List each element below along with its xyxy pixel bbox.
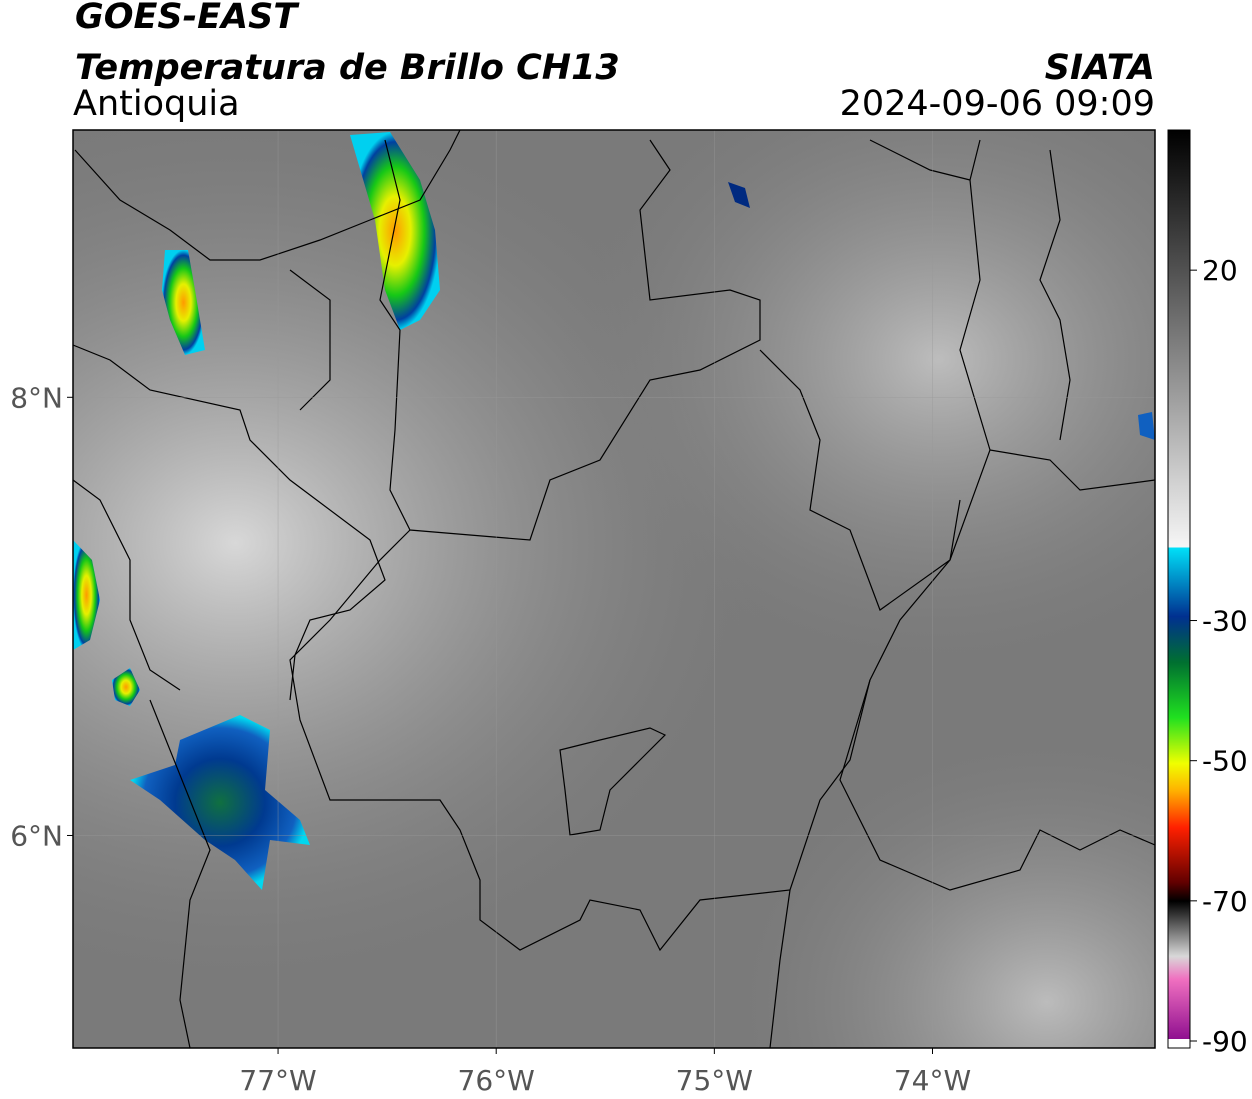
title: GOES-EAST	[75, 0, 300, 37]
gridlines	[73, 130, 1155, 1048]
storm-cell	[1138, 412, 1155, 440]
colorbar	[1167, 129, 1191, 1049]
y-tick-label: 6°N	[10, 819, 63, 852]
coastline	[73, 344, 386, 1048]
x-tick-label: 76°W	[458, 1064, 535, 1097]
border	[559, 727, 667, 836]
map-frame	[72, 129, 1156, 1049]
imagery	[73, 130, 1155, 1048]
storm-cell	[728, 182, 750, 208]
datetime: 2024-09-06 09:09	[840, 84, 1155, 124]
border	[759, 139, 991, 611]
colorbar-tick-label: -90	[1202, 1025, 1248, 1058]
colorbar-tick-label: -50	[1202, 745, 1248, 778]
border	[769, 679, 1155, 1048]
storm-cell	[350, 132, 440, 330]
colorbar-tick-label: -70	[1202, 885, 1248, 918]
colorbar-tick-label: 20	[1202, 254, 1238, 287]
storm-cell	[112, 668, 140, 706]
region: Antioquia	[73, 84, 240, 124]
storm-cell	[162, 250, 205, 355]
border	[869, 139, 1071, 441]
x-tick-label: 77°W	[239, 1064, 316, 1097]
subtitle: Temperatura de Brillo CH13	[75, 48, 620, 88]
agency: SIATA	[1045, 48, 1155, 88]
storm-cell	[130, 715, 310, 890]
y-tick-label: 8°N	[10, 381, 63, 414]
border	[379, 139, 761, 541]
x-tick-label: 74°W	[894, 1064, 971, 1097]
coastline	[74, 130, 461, 411]
colorbar-tick-label: -30	[1202, 605, 1248, 638]
x-tick-label: 75°W	[676, 1064, 753, 1097]
storm-cell	[73, 540, 100, 650]
border	[289, 499, 961, 952]
cloud-field	[73, 130, 1155, 1048]
border	[989, 449, 1155, 491]
